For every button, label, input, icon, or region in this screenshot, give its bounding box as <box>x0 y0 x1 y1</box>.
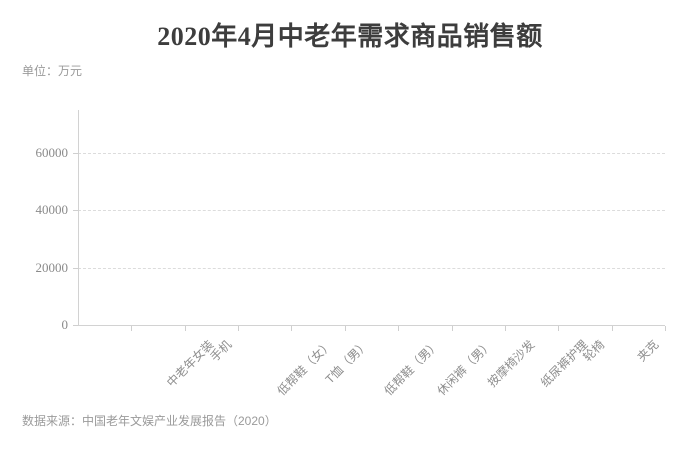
gridline <box>78 210 665 212</box>
gridline <box>78 267 665 269</box>
y-axis-line <box>78 110 79 326</box>
x-tick-mark <box>344 326 346 331</box>
y-tick-mark <box>73 210 78 212</box>
x-tick-mark <box>451 326 453 331</box>
gridline <box>78 153 665 154</box>
chart-title: 2020年4月中老年需求商品销售额 <box>157 22 543 51</box>
chart-source-note: 数据来源：中国老年文娱产业发展报告（2020） <box>22 414 277 428</box>
x-tick-mark <box>238 326 240 331</box>
x-tick-mark <box>398 326 400 331</box>
y-tick-label: 0 <box>61 317 69 332</box>
x-tick-mark <box>665 326 666 331</box>
x-tick-mark <box>131 326 133 331</box>
y-tick-mark <box>73 267 78 269</box>
x-tick-mark <box>504 326 506 331</box>
y-tick-mark <box>73 153 78 154</box>
y-tick-label: 60000 <box>35 145 69 160</box>
y-tick-mark <box>73 325 78 326</box>
x-tick-mark <box>184 326 186 331</box>
x-axis-line <box>78 325 665 326</box>
y-tick-label: 20000 <box>35 259 69 275</box>
x-tick-mark <box>291 326 293 331</box>
x-tick-mark <box>611 326 613 331</box>
x-tick-mark <box>558 326 560 331</box>
chart-unit-label: 单位：万元 <box>22 64 83 78</box>
y-tick-label: 40000 <box>35 202 69 218</box>
plot-area <box>78 110 665 325</box>
